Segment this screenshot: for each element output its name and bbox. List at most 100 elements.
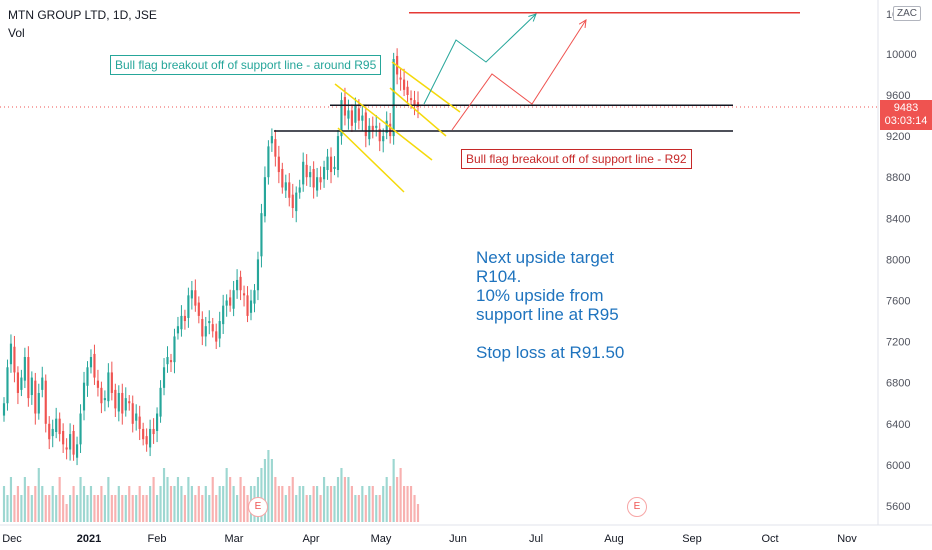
volume-bar — [110, 495, 113, 522]
volume-bar — [176, 477, 180, 522]
candle-body — [236, 279, 239, 291]
target-note-line: R104. — [476, 267, 522, 286]
candle-body — [69, 434, 72, 450]
volume-bar — [357, 495, 360, 522]
candle-body — [145, 436, 148, 445]
target-note-line: Next upside target — [476, 248, 614, 267]
volume-bar — [44, 495, 47, 522]
annotation-green[interactable]: Bull flag breakout off of support line -… — [110, 55, 382, 75]
candle-body — [183, 315, 186, 322]
candle-body — [155, 413, 159, 431]
volume-bar — [347, 477, 350, 522]
volume-bar — [114, 495, 117, 522]
volume-bar — [403, 486, 406, 522]
candle-body — [218, 321, 221, 339]
currency-badge[interactable]: ZAC — [893, 6, 921, 21]
last-price-tag: 9483 03:03:14 — [880, 100, 932, 130]
volume-bar — [239, 477, 242, 522]
candle-body — [267, 146, 270, 178]
volume-bar — [263, 459, 267, 522]
chart-title: MTN GROUP LTD, 1D, JSE — [8, 8, 157, 22]
x-tick-label: Aug — [604, 533, 624, 545]
volume-bar — [343, 477, 347, 522]
volume-bar — [396, 477, 399, 522]
y-tick-label: 10000 — [886, 49, 917, 61]
earnings-icon[interactable]: E — [248, 497, 268, 517]
candle-body — [389, 123, 392, 137]
annotation-red[interactable]: Bull flag breakout off of support line -… — [461, 149, 692, 169]
volume-bar — [96, 495, 100, 522]
volume-bar — [9, 477, 13, 522]
candle-body — [336, 136, 340, 171]
y-tick-label: 8000 — [886, 254, 910, 266]
volume-bar — [131, 495, 134, 522]
candle-body — [142, 428, 145, 440]
candle-body — [121, 392, 124, 414]
volume-bar — [319, 495, 322, 522]
volume-bar — [274, 477, 277, 522]
candle-body — [281, 168, 284, 188]
candle-body — [2, 403, 6, 416]
volume-bar — [270, 459, 273, 522]
volume-bar — [236, 495, 239, 522]
candle-body — [23, 357, 26, 381]
candle-body — [194, 290, 197, 306]
candle-body — [225, 300, 228, 306]
candle-body — [277, 156, 280, 173]
candle-body — [107, 372, 110, 402]
x-tick-label: 2021 — [77, 533, 101, 545]
candle-body — [260, 213, 263, 257]
candle-body — [385, 120, 388, 134]
volume-bar — [124, 495, 127, 522]
flag-channel-line — [391, 61, 461, 113]
volume-bar — [291, 477, 294, 522]
volume-bar — [155, 495, 159, 522]
volume-bar — [309, 495, 312, 522]
candle-body — [110, 372, 113, 393]
candle-body — [232, 290, 235, 309]
volume-bar — [392, 459, 395, 522]
volume-bar — [159, 486, 162, 522]
candle-body — [406, 86, 409, 95]
candle-body — [37, 392, 40, 414]
candle-body — [152, 428, 155, 435]
volume-bar — [180, 486, 183, 522]
volume-bar — [16, 486, 19, 522]
volume-bar — [406, 486, 409, 522]
volume-bar — [260, 468, 263, 522]
volume-bar — [204, 486, 207, 522]
candle-body — [249, 300, 253, 313]
candle-body — [114, 389, 117, 409]
x-tick-label: Sep — [682, 533, 702, 545]
volume-bar — [382, 486, 385, 522]
candle-body — [322, 166, 326, 180]
candle-body — [124, 398, 127, 411]
earnings-icon[interactable]: E — [627, 497, 647, 517]
candle-body — [51, 428, 54, 437]
volume-bar — [350, 486, 353, 522]
candle-body — [131, 403, 134, 424]
target-note[interactable]: Next upside target R104. 10% upside from… — [476, 248, 624, 362]
volume-bar — [23, 477, 26, 522]
candle-body — [93, 353, 96, 378]
volume-bar — [187, 477, 190, 522]
flag-channel-line — [389, 87, 447, 137]
x-tick-label: May — [371, 533, 392, 545]
volume-bar — [232, 486, 235, 522]
y-tick-label: 5600 — [886, 501, 910, 513]
volume-bar — [51, 486, 54, 522]
volume-bar — [225, 468, 228, 522]
volume-bar — [215, 495, 218, 522]
x-tick-label: Oct — [761, 533, 778, 545]
volume-bar — [229, 477, 232, 522]
candle-body — [222, 305, 225, 325]
volume-bar — [242, 486, 246, 522]
arrow-head — [578, 19, 587, 29]
volume-bar — [375, 495, 378, 522]
candle-body — [256, 259, 260, 291]
y-tick-label: 9200 — [886, 131, 910, 143]
volume-bar — [190, 486, 193, 522]
candle-body — [343, 97, 347, 116]
